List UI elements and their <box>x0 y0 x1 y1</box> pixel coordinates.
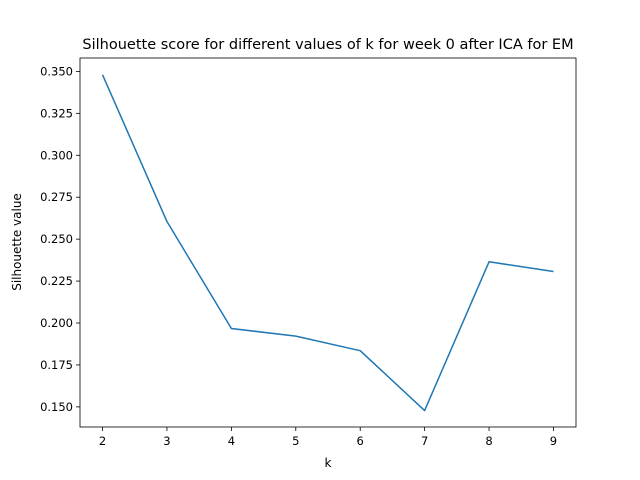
y-tick-label: 0.250 <box>40 232 73 246</box>
y-tick-label: 0.325 <box>40 106 73 120</box>
x-tick-label: 4 <box>228 434 235 448</box>
y-tick-label: 0.350 <box>40 64 73 78</box>
x-tick-label: 3 <box>163 434 170 448</box>
x-tick-label: 2 <box>99 434 106 448</box>
y-tick-label: 0.175 <box>40 358 73 372</box>
y-tick-label: 0.275 <box>40 190 73 204</box>
x-axis-label: k <box>325 456 332 470</box>
y-tick-label: 0.225 <box>40 274 73 288</box>
series-line <box>101 74 554 412</box>
axes-frame <box>79 57 577 428</box>
y-tick-label: 0.150 <box>40 400 73 414</box>
y-tick-label: 0.300 <box>40 148 73 162</box>
x-tick-label: 9 <box>550 434 557 448</box>
y-axis-label: Silhouette value <box>10 193 24 291</box>
x-tick-label: 7 <box>421 434 428 448</box>
x-axis: 2 3 4 5 6 7 8 9 <box>99 427 557 448</box>
x-tick-label: 5 <box>292 434 299 448</box>
y-axis: 0.150 0.175 0.200 0.225 0.250 0.275 0.300 0.325… <box>40 64 80 414</box>
x-tick-label: 8 <box>485 434 492 448</box>
plot-area <box>79 57 577 428</box>
x-tick-label: 6 <box>357 434 364 448</box>
chart-title: Silhouette score for different values of… <box>82 37 573 53</box>
y-tick-label: 0.200 <box>40 316 73 330</box>
